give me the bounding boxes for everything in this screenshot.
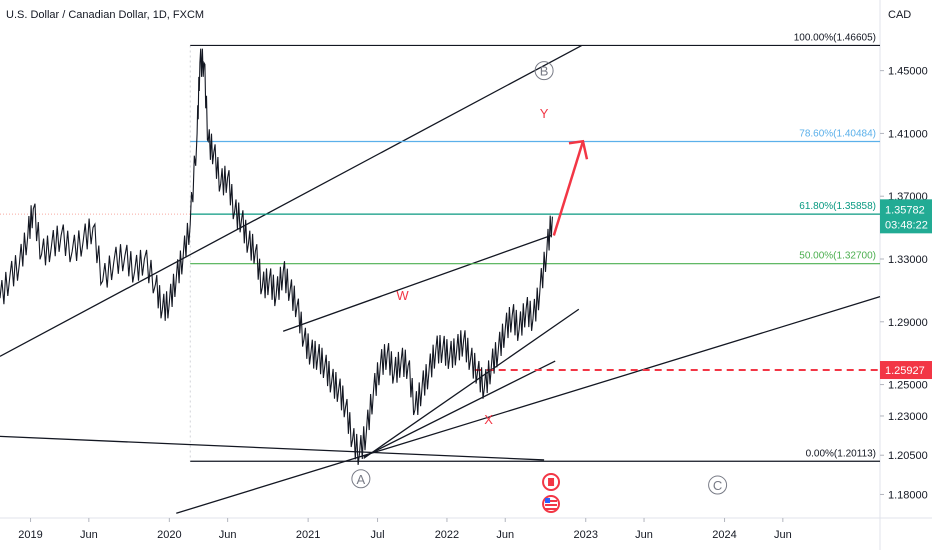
current-price-label: 1.35782 bbox=[885, 204, 925, 216]
wave-label-text: A bbox=[357, 472, 366, 487]
marker-price-box bbox=[880, 361, 932, 380]
x-tick-label: Jun bbox=[80, 529, 98, 541]
x-tick-label: 2023 bbox=[573, 529, 597, 541]
inner-channel-line[interactable] bbox=[282, 234, 552, 332]
chart-title: U.S. Dollar / Canadian Dollar, 1D, FXCM bbox=[6, 9, 205, 21]
trend-lines[interactable] bbox=[0, 44, 881, 514]
x-tick-label: 2020 bbox=[157, 529, 181, 541]
y-tick-label: 1.41000 bbox=[888, 128, 928, 140]
wave-label-text: X bbox=[484, 412, 493, 427]
wave-label-text: C bbox=[713, 478, 722, 493]
x-tick-label: Jun bbox=[496, 529, 514, 541]
fib-level-label: 100.00%(1.46605) bbox=[794, 32, 876, 43]
y-tick-label: 1.23000 bbox=[888, 411, 928, 423]
y-tick-label: 1.18000 bbox=[888, 489, 928, 501]
x-tick-label: Jul bbox=[371, 529, 385, 541]
current-price-box bbox=[880, 199, 932, 234]
wave-label-text: B bbox=[540, 64, 549, 79]
wave-label-text: Y bbox=[540, 106, 549, 121]
us-flag-stripe bbox=[545, 504, 558, 506]
upper-channel-line[interactable] bbox=[0, 44, 582, 357]
wave-label-circle bbox=[351, 469, 371, 489]
price-series bbox=[0, 48, 553, 465]
price-line bbox=[0, 48, 553, 465]
wave-label-circle bbox=[534, 61, 554, 81]
fib-level-label: 61.80%(1.35858) bbox=[799, 201, 876, 212]
currency-label: CAD bbox=[888, 9, 912, 21]
y-tick-label: 1.33000 bbox=[888, 254, 928, 266]
x-tick-label: Jun bbox=[219, 529, 237, 541]
wave-label-circle bbox=[708, 475, 728, 495]
x-tick-label: Jun bbox=[635, 529, 653, 541]
time-axis[interactable]: 2019 Jun 2020 Jun 2021 Jul 2022 Jun 2023 Jun 2024 J… bbox=[18, 518, 792, 541]
y-tick-label: 1.25000 bbox=[888, 380, 928, 392]
x-tick-label: 2021 bbox=[296, 529, 320, 541]
price-axis[interactable]: 1.450001.410001.370001.330001.290001.250… bbox=[880, 66, 928, 502]
x-tick-label: 2019 bbox=[18, 529, 42, 541]
x-tick-label: 2024 bbox=[712, 529, 736, 541]
wave-label-text: W bbox=[396, 288, 409, 303]
y-tick-label: 1.45000 bbox=[888, 66, 928, 78]
support-line-long[interactable] bbox=[176, 296, 881, 514]
projection-line[interactable] bbox=[552, 140, 585, 236]
canada-flag-leaf bbox=[548, 478, 555, 486]
projection-arrowhead[interactable] bbox=[568, 139, 589, 160]
us-flag-stripe bbox=[545, 508, 558, 510]
countdown-label: 03:48:22 bbox=[885, 219, 928, 231]
support-line-steep[interactable] bbox=[363, 308, 580, 459]
fib-level-label: 50.00%(1.32700) bbox=[799, 251, 876, 262]
marker-price-label: 1.25927 bbox=[885, 365, 925, 377]
us-flag-stripe bbox=[545, 500, 558, 502]
wave-labels: B Y W X A C bbox=[351, 61, 728, 495]
y-tick-label: 1.20500 bbox=[888, 450, 928, 462]
base-line[interactable] bbox=[0, 435, 545, 461]
fib-level-label: 78.60%(1.40484) bbox=[799, 129, 876, 140]
flag-icons bbox=[542, 473, 561, 513]
y-tick-label: 1.29000 bbox=[888, 317, 928, 329]
plot-area[interactable] bbox=[0, 0, 880, 518]
us-flag-canton bbox=[545, 498, 551, 503]
x-tick-label: 2022 bbox=[435, 529, 459, 541]
fib-level-label: 0.00%(1.20113) bbox=[806, 448, 876, 459]
price-boxes: 1.35782 03:48:22 1.25927 bbox=[880, 199, 932, 380]
lower-channel-line[interactable] bbox=[363, 360, 556, 458]
fib-retracement[interactable]: 100.00%(1.46605) 78.60%(1.40484) 61.80%(1.… bbox=[0, 32, 880, 462]
projection-arrow[interactable] bbox=[552, 139, 589, 236]
x-tick-label: Jun bbox=[774, 529, 792, 541]
